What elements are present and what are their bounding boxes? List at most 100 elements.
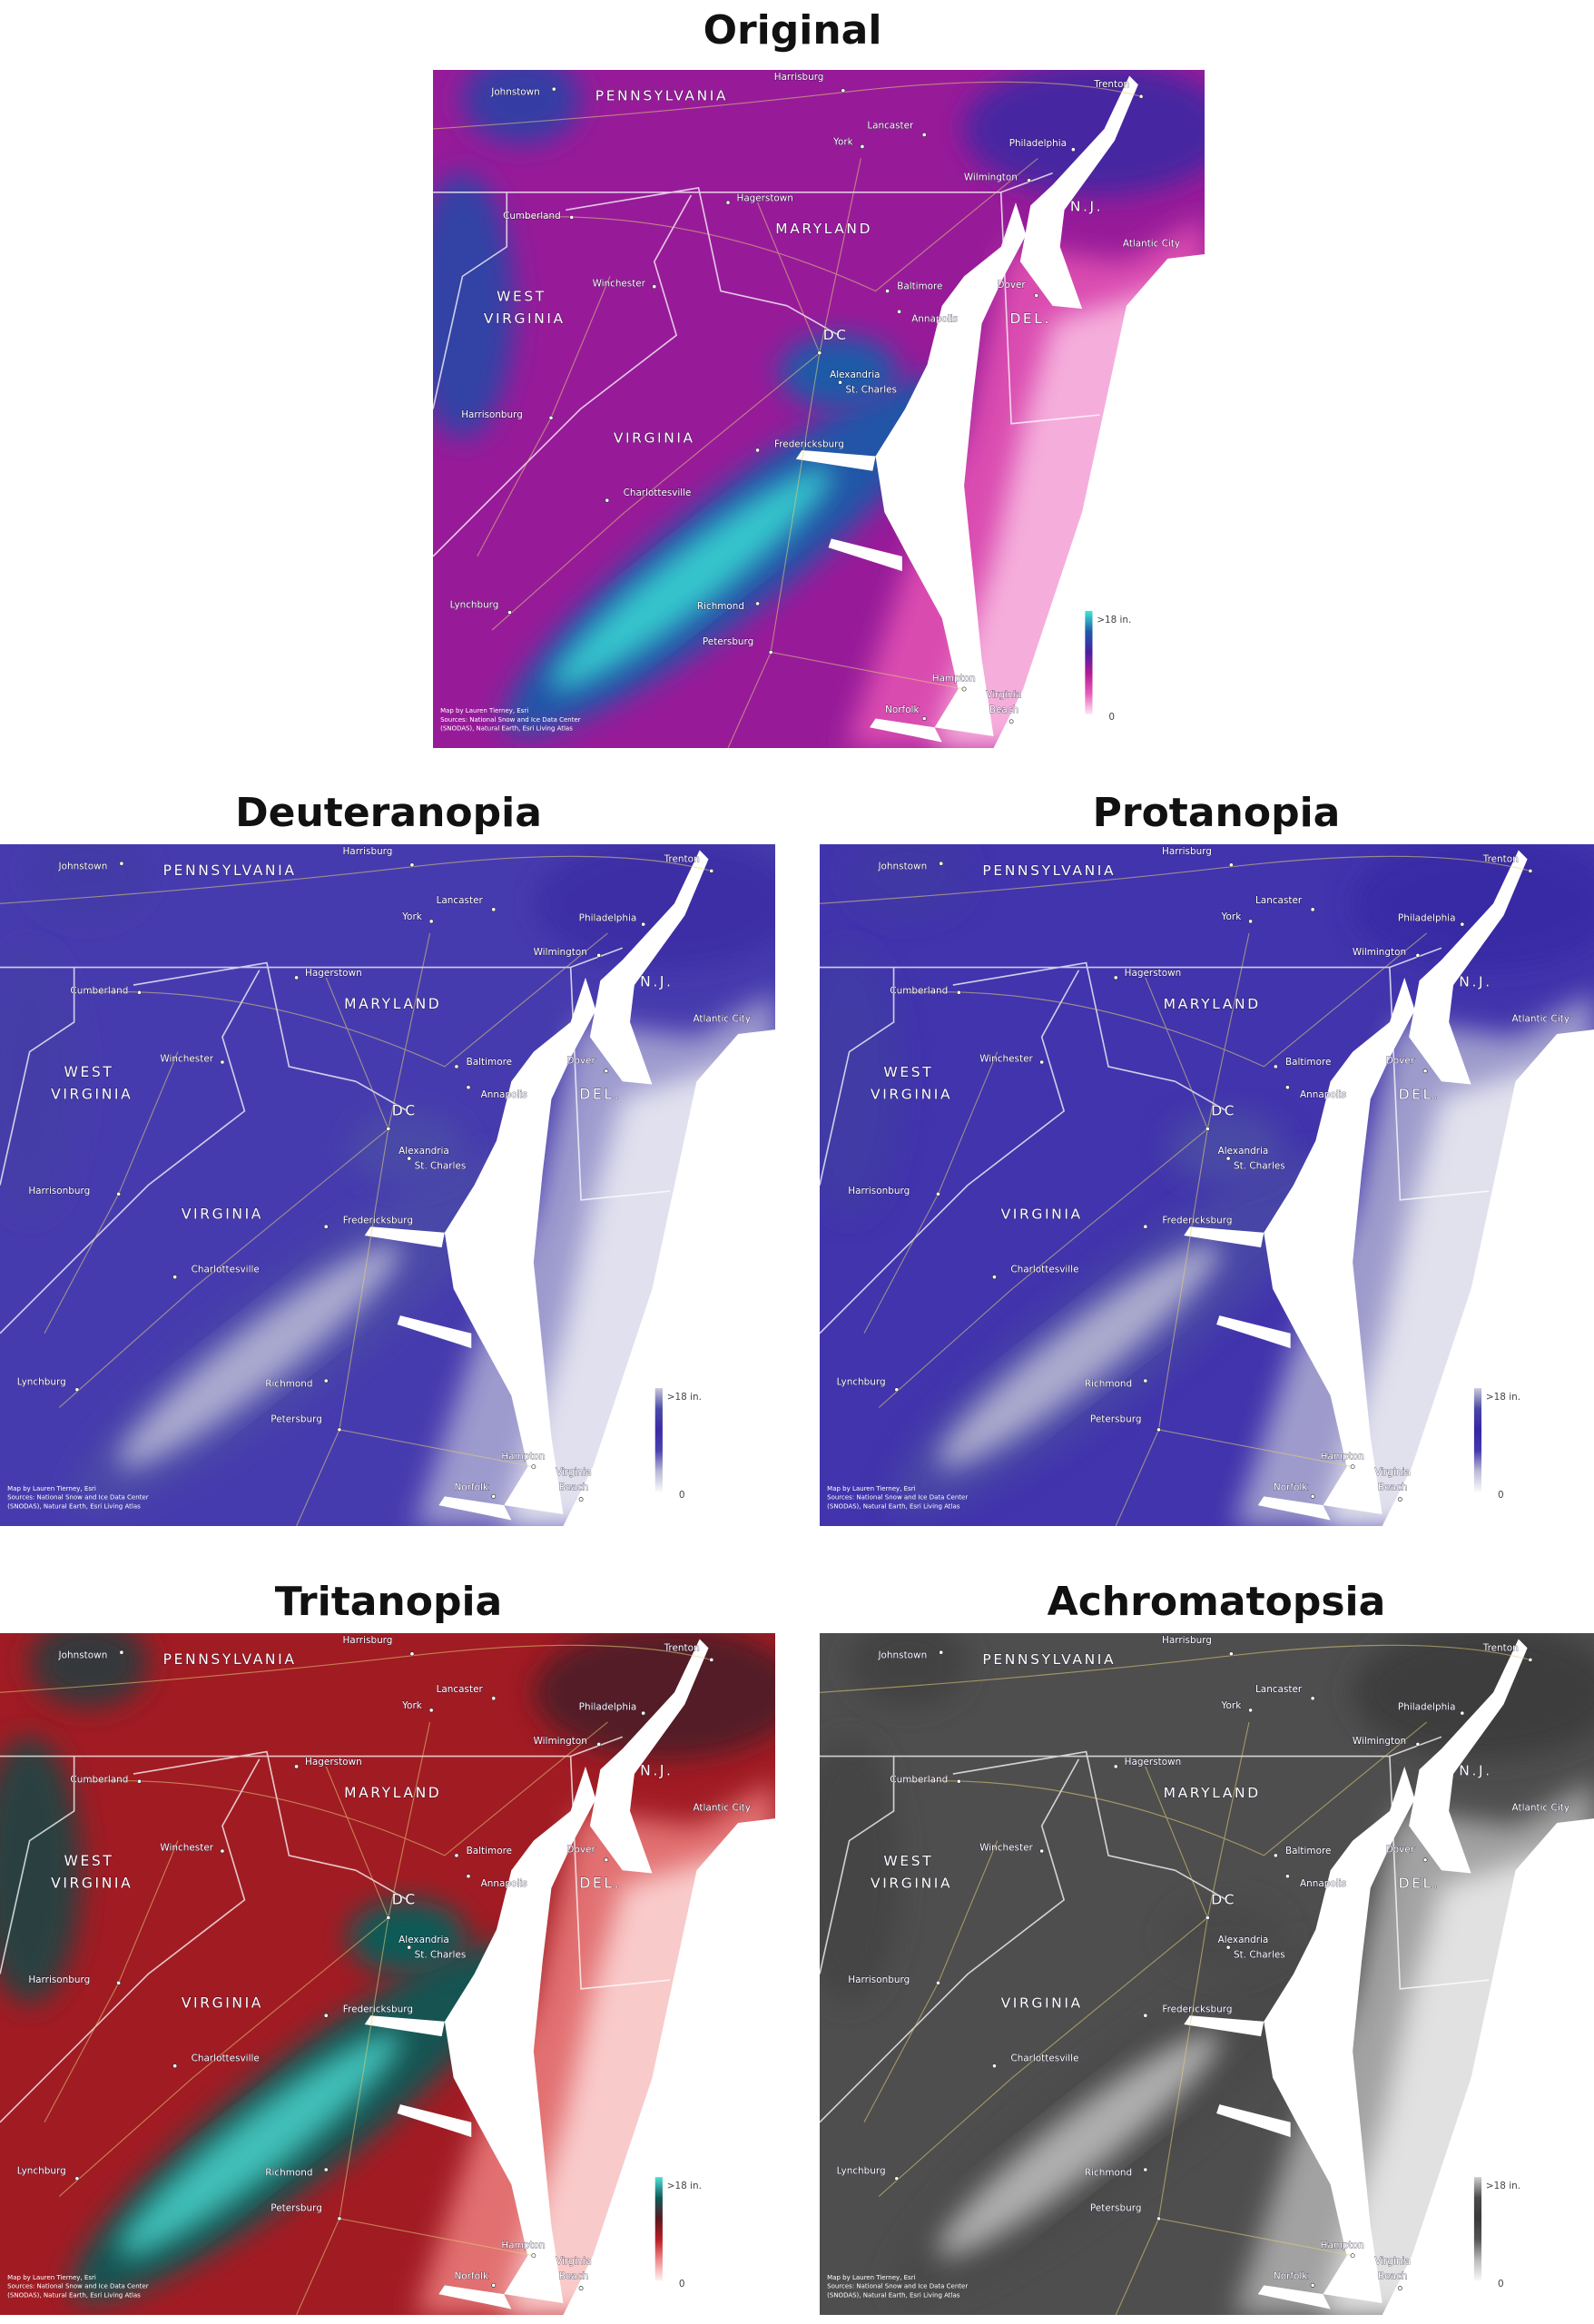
snow-area: [533, 1633, 775, 1759]
city-dot: [1273, 1853, 1278, 1858]
city-dot: [604, 1068, 609, 1074]
panel-title: Deuteranopia: [235, 790, 542, 836]
city-dot: [551, 86, 556, 92]
city-label: Charlottesville: [192, 1265, 260, 1275]
city-label: Alexandria: [1218, 1146, 1269, 1157]
snow-band: [348, 1899, 467, 1974]
city-dot: [119, 1649, 124, 1655]
city-dot: [454, 1853, 459, 1858]
state-label: DEL.: [1009, 310, 1051, 327]
city-label: Beach: [559, 1482, 588, 1493]
city-dot: [531, 2253, 536, 2259]
snow-band: [1167, 1110, 1286, 1186]
state-label: PENNSYLVANIA: [982, 1651, 1116, 1668]
city-label: Petersburg: [271, 1413, 322, 1424]
city-label: Trenton: [1482, 1642, 1519, 1653]
credit: Sources: National Snow and Ice Data Cent…: [7, 1493, 149, 1502]
city-dot: [725, 200, 731, 205]
city-label: Annapolis: [1300, 1089, 1346, 1100]
city-label: Hampton: [932, 674, 976, 684]
city-label: St. Charles: [1234, 1949, 1285, 1960]
snow-field: [433, 70, 1205, 748]
city-dot: [323, 2013, 329, 2018]
city-label: Johnstown: [58, 861, 108, 872]
credit: Map by Lauren Tierney, Esri: [7, 1484, 96, 1492]
city-label: Winchester: [593, 278, 646, 289]
city-label: Dover: [1386, 1844, 1415, 1855]
state-label: N.J.: [1459, 973, 1491, 990]
city-label: Atlantic City: [1512, 1014, 1569, 1025]
city-dot: [641, 921, 646, 927]
snow-field: [0, 844, 775, 1526]
credit: (SNODAS), Natural Earth, Esri Living Atl…: [440, 725, 573, 733]
city-label: York: [1221, 1700, 1243, 1711]
state-label: WEST: [64, 1064, 114, 1080]
city-label: Richmond: [265, 2167, 312, 2178]
city-dot: [409, 862, 415, 868]
city-dot: [507, 610, 512, 615]
city-label: St. Charles: [415, 1160, 467, 1171]
city-dot: [116, 1980, 122, 1985]
city-label: Fredericksburg: [343, 2004, 413, 2015]
city-label: York: [401, 911, 423, 922]
water: [795, 202, 1027, 743]
city-label: Hagerstown: [305, 1757, 362, 1768]
map: Johnstown PENNSYLVANIA Harrisburg Trenton La…: [433, 70, 1205, 748]
city-label: Baltimore: [897, 281, 942, 292]
city-dot: [1422, 1068, 1428, 1074]
city-label: Lancaster: [437, 895, 484, 906]
state-border: [0, 947, 671, 1334]
city-label: Lynchburg: [17, 1377, 66, 1388]
city-dot: [936, 1191, 940, 1196]
state-label: WEST: [497, 289, 546, 305]
city-label: Fredericksburg: [343, 1216, 413, 1226]
city-dot: [137, 1778, 142, 1784]
state-label: WEST: [883, 1064, 933, 1080]
city-dot: [578, 2286, 584, 2291]
city-dot: [1225, 1945, 1231, 1950]
map: Johnstown PENNSYLVANIA Harrisburg Trenton La…: [820, 844, 1594, 1526]
city-label: Wilmington: [964, 172, 1018, 183]
city-label: Beach: [1378, 1482, 1407, 1493]
city-label: Trenton: [1093, 79, 1129, 90]
legend-max: >18 in.: [667, 1392, 702, 1403]
water: [563, 850, 775, 1526]
city-label: York: [832, 137, 853, 148]
city-dot: [885, 289, 890, 294]
city-dot: [220, 1059, 225, 1065]
city-label: Harrisburg: [342, 846, 392, 857]
city-label: Petersburg: [271, 2202, 322, 2213]
credit: (SNODAS), Natural Earth, Esri Living Atl…: [827, 1502, 960, 1510]
city-dot: [1143, 1378, 1148, 1384]
state-label: VIRGINIA: [182, 1995, 263, 2012]
snow-band: [779, 335, 898, 409]
city-label: Lancaster: [1255, 1684, 1303, 1695]
snow-band: [118, 1243, 401, 1468]
city-label: Petersburg: [703, 636, 753, 647]
credit: Map by Lauren Tierney, Esri: [440, 707, 528, 714]
credit: (SNODAS), Natural Earth, Esri Living Atl…: [7, 2290, 141, 2299]
snow-band: [937, 2032, 1220, 2257]
credit: Map by Lauren Tierney, Esri: [827, 1484, 915, 1492]
credit: Sources: National Snow and Ice Data Cent…: [827, 2282, 968, 2290]
state-label: MARYLAND: [775, 221, 872, 237]
city-label: Atlantic City: [693, 1014, 750, 1025]
city-label: Harrisburg: [774, 72, 824, 83]
city-dot: [956, 1778, 961, 1784]
city-dot: [1143, 2167, 1148, 2172]
city-label: Hampton: [501, 2240, 545, 2250]
city-label: Virginia: [1375, 1467, 1411, 1478]
city-label: St. Charles: [845, 384, 896, 395]
state-label: PENNSYLVANIA: [595, 88, 728, 104]
state-label: DC: [823, 327, 849, 343]
city-dot: [652, 284, 657, 290]
city-dot: [1460, 1710, 1465, 1716]
city-label: Dover: [1386, 1055, 1415, 1066]
city-dot: [1034, 293, 1039, 298]
city-dot: [817, 350, 822, 356]
city-label: Richmond: [265, 1378, 312, 1389]
legend-bar: [654, 2177, 663, 2281]
city-dot: [1248, 919, 1254, 924]
snow-area: [1353, 1633, 1594, 1759]
city-label: Fredericksburg: [774, 438, 844, 449]
